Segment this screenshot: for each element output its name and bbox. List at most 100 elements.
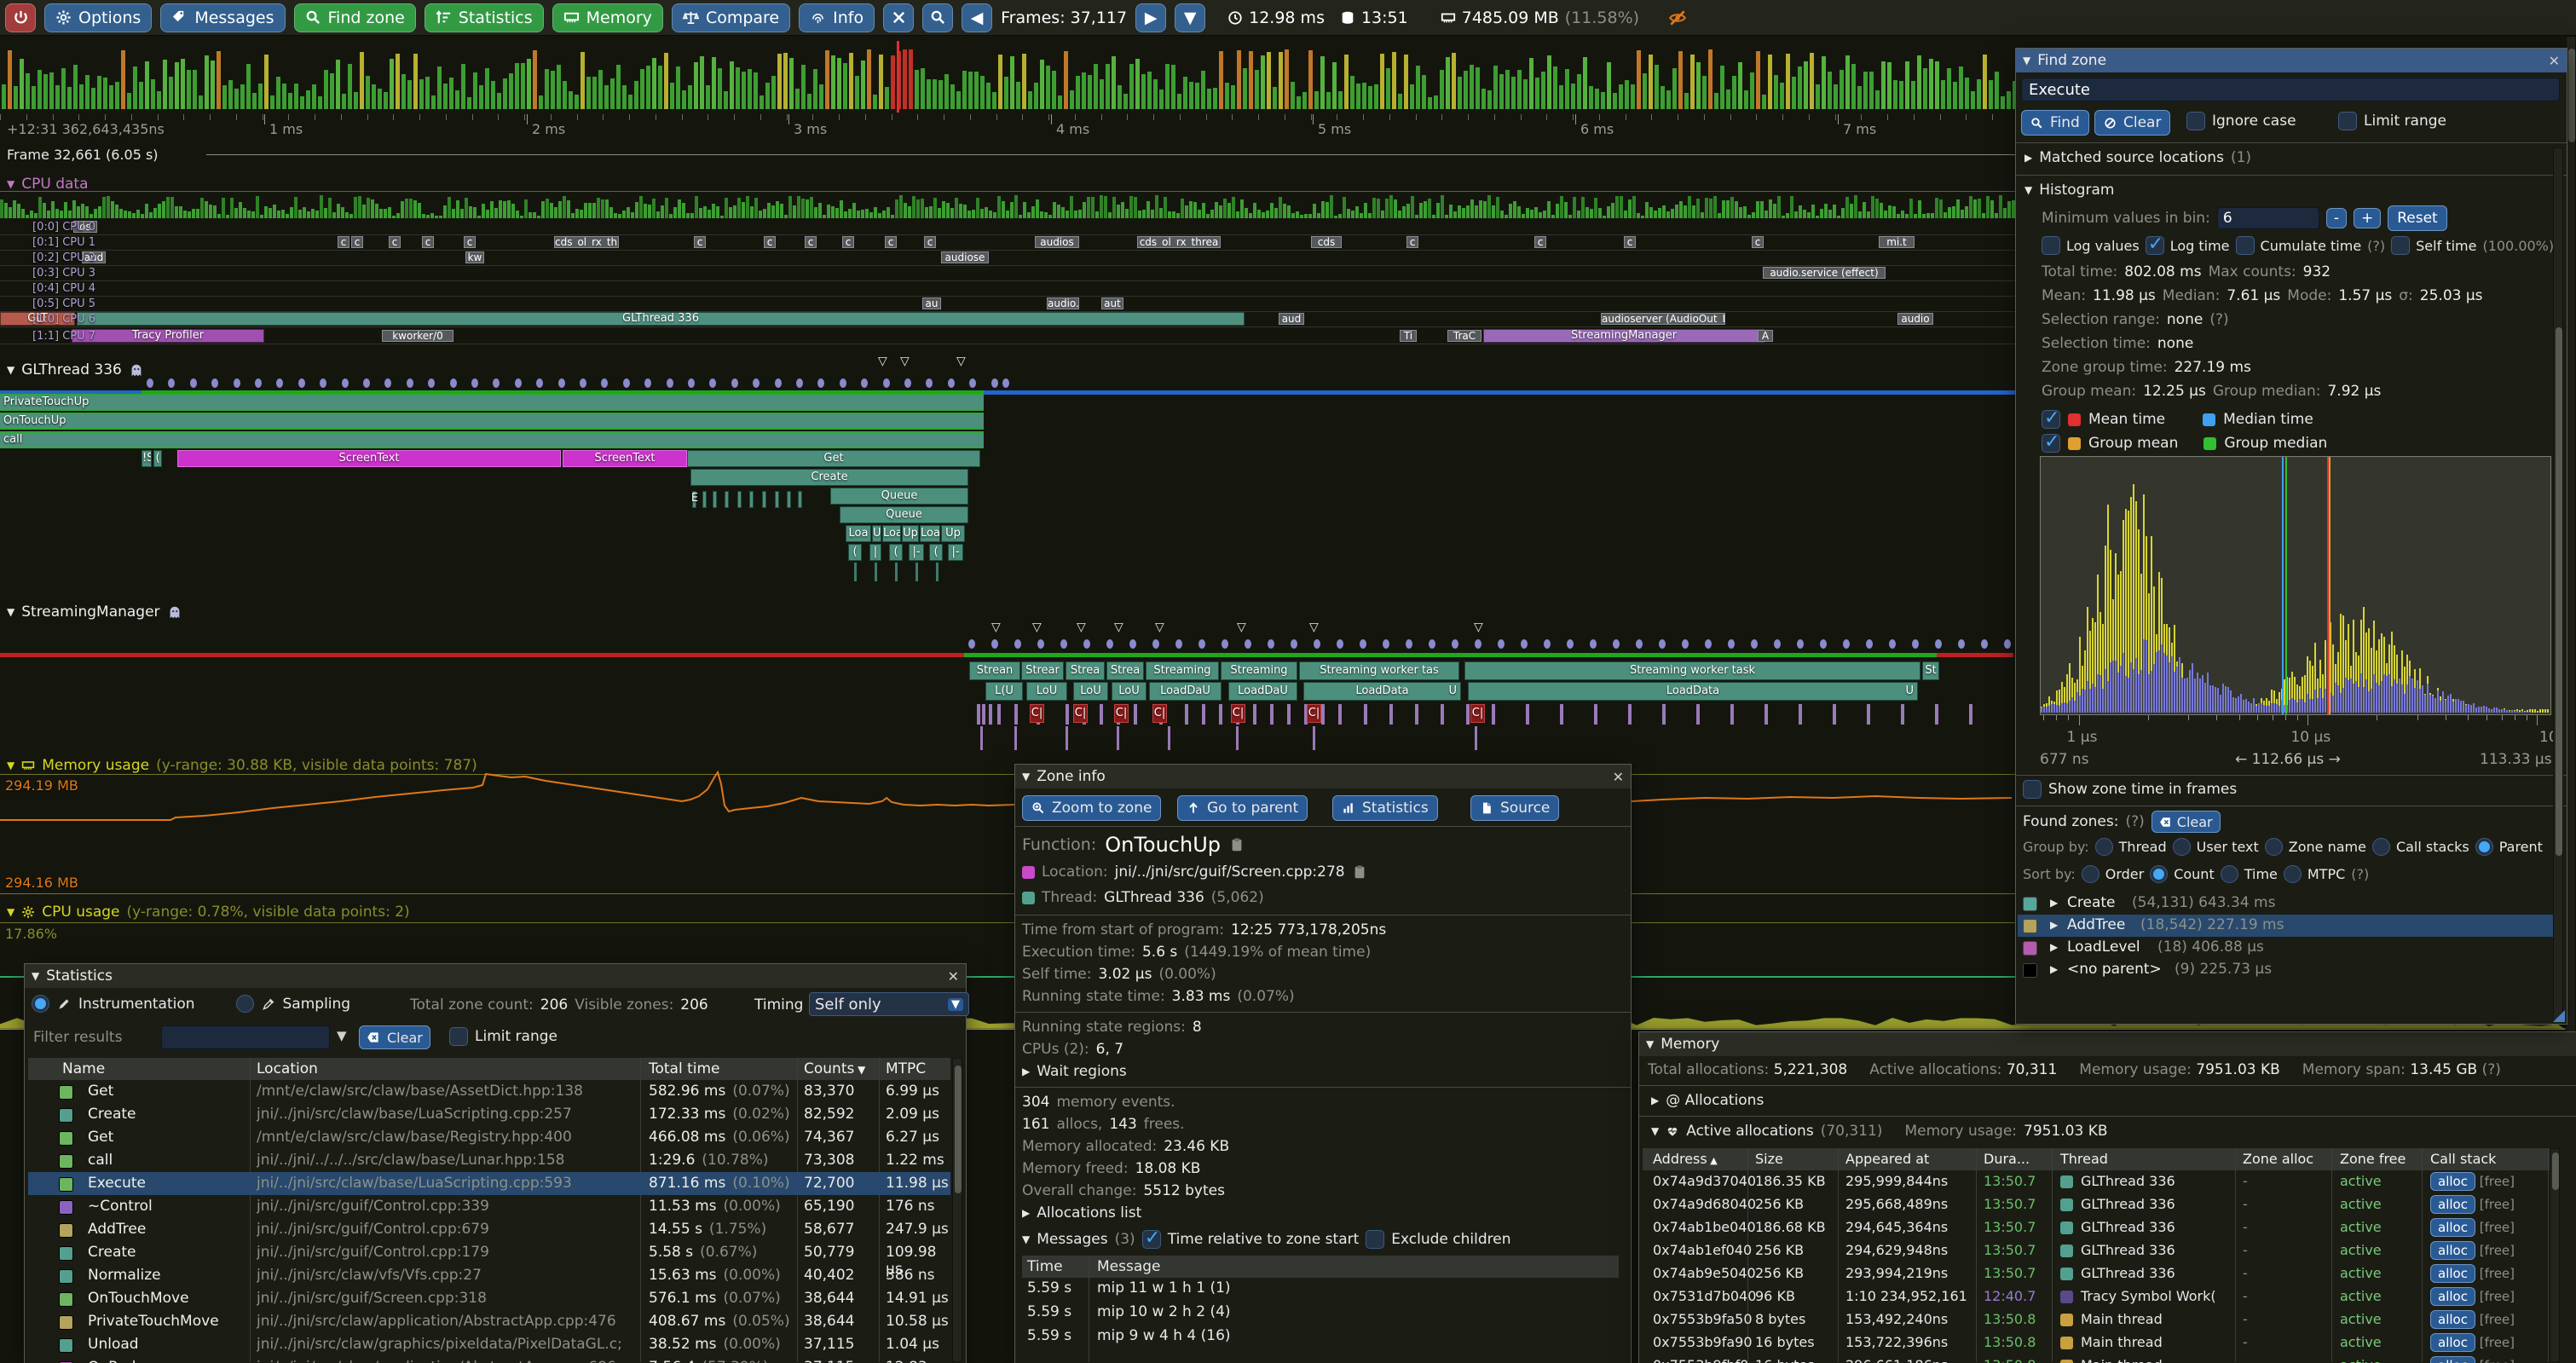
memory-scrollbar[interactable] [2550,1148,2560,1362]
group-radio-parent[interactable] [2475,838,2493,856]
sort-radio-count[interactable] [2150,865,2169,883]
found-zone-row[interactable]: ▶ Create (54,131) 643.34 ms [2018,892,2553,915]
frame-dropdown-button[interactable]: ▼ [1175,3,1206,32]
cumulate-time-checkbox[interactable] [2235,236,2255,255]
streaming-zone[interactable]: LoadDaU [1228,682,1297,701]
found-zone-row-selected[interactable]: ▶ AddTree (18,542) 227.19 ms [2018,915,2553,937]
histogram-plot[interactable] [2040,456,2551,715]
timeline-zone[interactable]: ( [929,544,943,561]
table-row[interactable]: OnRedrawjni/../jni/src/claw/application/… [28,1356,950,1363]
stats-scrollbar-thumb[interactable] [955,1066,962,1193]
cpu-process-box[interactable]: c [805,236,817,248]
timeline-zone[interactable]: | [869,544,881,561]
cpu-process-box[interactable]: Ti [1400,330,1417,342]
streaming-zone[interactable]: Strear [1021,661,1064,680]
timeline-zone[interactable]: Up [902,525,919,542]
memory-titlebar[interactable]: ▼ Memory [1639,1032,2576,1056]
streaming-zone[interactable]: Strean [969,661,1020,680]
error-zone[interactable]: C| [1231,704,1245,723]
timeline-zone[interactable]: |- [948,544,963,561]
group-mean-checkbox[interactable] [2042,431,2060,453]
streaming-zone[interactable]: Strea [1066,661,1105,680]
timeline-zone[interactable]: ( [889,544,903,561]
limit-range-box[interactable] [2338,112,2357,130]
timeline-zone[interactable]: U [872,525,881,542]
cpu-process-box[interactable]: c [422,236,434,248]
cpu-thread-bar[interactable]: GLT [0,312,75,326]
column-header-3[interactable]: Dura... [1984,1151,2030,1167]
timeline-zone[interactable]: Loa [846,525,871,542]
group-radio-user-text[interactable] [2172,838,2191,856]
streaming-zone[interactable]: Streaming [1146,661,1219,680]
tiny-zone[interactable] [737,491,742,508]
table-row[interactable]: call jni/../jni/../../../src/claw/base/Lu… [28,1149,950,1172]
alloc-callstack-button[interactable]: alloc [2430,1172,2475,1191]
thread-zone-bar[interactable] [0,394,984,411]
error-zone[interactable]: C| [1114,704,1129,723]
zone-marker-triangle[interactable]: ▽ [1114,621,1123,634]
clear-filter-button[interactable]: Clear [359,1025,430,1049]
cpu-process-box[interactable]: aut [1101,297,1123,309]
find-button[interactable]: Find [2021,110,2089,136]
timeline-zone[interactable]: ( [848,544,862,561]
column-header-name[interactable]: Name [62,1060,106,1077]
msg-col-time[interactable]: Time [1027,1258,1063,1275]
alloc-callstack-button[interactable]: alloc [2430,1218,2475,1237]
alloc-callstack-button[interactable]: alloc [2430,1264,2475,1283]
memory-table-row[interactable]: 0x7531d7b040 96 KB 1:10 234,952,161 12:40.7… [1643,1285,2548,1308]
column-header-6[interactable]: Zone free [2340,1151,2406,1167]
streaming-zone[interactable]: Streaming [1221,661,1297,680]
sort-radio-order[interactable] [2081,865,2099,883]
zone-marker-triangle[interactable]: ▽ [1309,621,1319,634]
timeline-zone[interactable]: Create [690,469,968,486]
table-row-selected[interactable]: Execute jni/../jni/src/claw/base/LuaScrip… [28,1172,950,1195]
timeline-zone[interactable]: Up [941,525,965,542]
cpu-thread-bar[interactable]: Tracy Profiler [72,329,264,343]
zone-info-button-0[interactable]: Zoom to zone [1022,795,1162,821]
alloc-callstack-button[interactable]: alloc [2430,1356,2475,1363]
tiny-zone[interactable] [787,491,791,508]
info-button[interactable]: Info [799,3,875,32]
cpu-process-box[interactable]: c [389,236,401,248]
tiny-zone[interactable] [702,491,707,508]
tiny-zone[interactable] [725,491,729,508]
cpu-process-box[interactable]: cds [1311,236,1342,248]
cpu-process-box[interactable]: audios [1035,236,1079,248]
streaming-zone[interactable]: LoadData U [1303,682,1461,701]
cpu-thread-bar[interactable]: GLThread 336 [77,312,1245,326]
allocations-toggle[interactable]: ▶ @ Allocations [1651,1092,1765,1109]
zone-marker-triangle[interactable]: ▽ [1077,621,1086,634]
exclude-children-checkbox[interactable] [1366,1230,1385,1249]
error-zone[interactable]: C| [1470,704,1485,723]
table-row[interactable]: Create jni/../jni/src/guif/Control.cpp:17… [28,1241,950,1278]
memory-table-row[interactable]: 0x74ab1be040 186.68 KB 294,645,364ns 13:50.… [1643,1216,2548,1239]
close-icon[interactable]: ✕ [1612,768,1624,785]
column-header-7[interactable]: Call stack [2430,1151,2497,1167]
alloc-callstack-button[interactable]: alloc [2430,1310,2475,1329]
column-header-4[interactable]: Thread [2060,1151,2108,1167]
zone-marker-triangle[interactable]: ▽ [1032,621,1042,634]
resize-grip[interactable] [2553,1010,2565,1022]
cpu-process-box[interactable]: kw [465,251,484,263]
memory-table-row[interactable]: 0x7553b9fbf016 bytes296,661,186ns13:50.8… [1643,1354,2548,1363]
find-zone-scrollbar-thumb[interactable] [2556,327,2562,856]
streaming-section-header[interactable]: ▼ StreamingManager [7,604,182,621]
alloc-callstack-button[interactable]: alloc [2430,1195,2475,1214]
column-header-total-time[interactable]: Total time [649,1060,720,1077]
column-header-mtpc[interactable]: MTPC [886,1060,927,1077]
zoom-search-button[interactable] [922,3,954,32]
cpu-process-box[interactable]: kworker/0 [382,330,453,342]
memory-scrollbar-thumb[interactable] [2552,1152,2559,1190]
timeline-zone[interactable]: |- [909,544,924,561]
cpu-process-box[interactable]: mi.t [1879,236,1915,248]
log-values-checkbox[interactable] [2042,236,2060,255]
limit-range-checkbox[interactable]: Limit range [449,1027,557,1046]
zone-marker-triangle[interactable]: ▽ [1237,621,1246,634]
table-row[interactable]: Unload jni/../jni/src/claw/graphics/pixel… [28,1333,950,1356]
cpu-process-box[interactable]: os [73,221,97,233]
glthread-section-header[interactable]: ▼ GLThread 336 [7,361,144,378]
streaming-zone[interactable]: St [1922,661,1939,680]
cpu-process-box[interactable]: c [338,236,349,248]
cpu-process-box[interactable]: audioserver (AudioOut_D) [1601,313,1725,325]
table-row[interactable]: Get/mnt/e/claw/src/claw/base/Registry.hp… [28,1126,950,1149]
